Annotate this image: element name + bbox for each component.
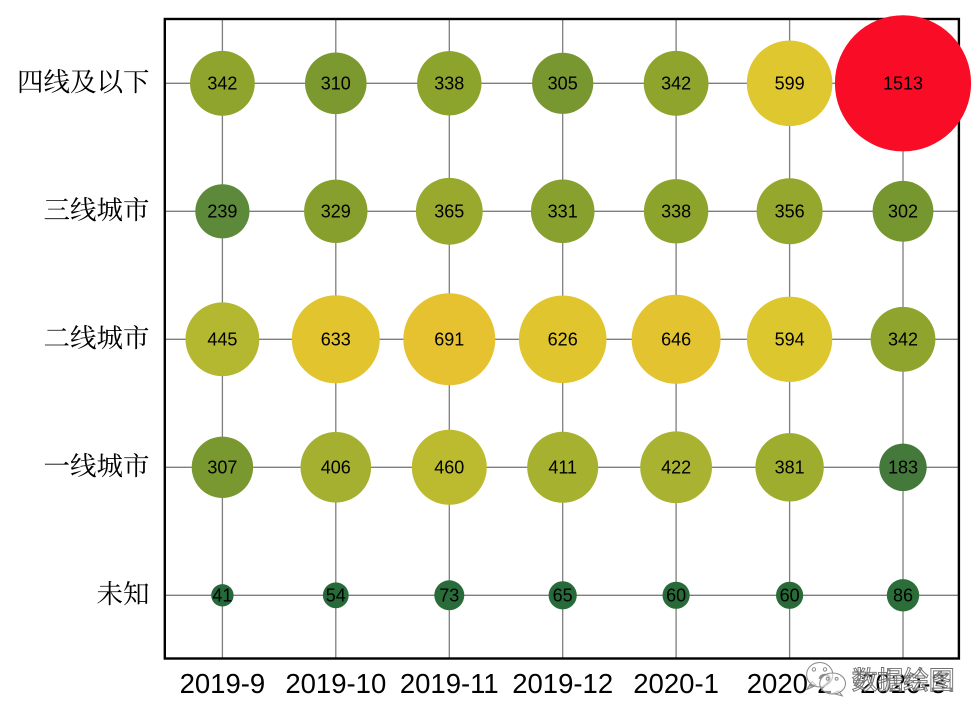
svg-text:305: 305 <box>548 74 578 94</box>
svg-text:302: 302 <box>888 202 918 222</box>
svg-text:2019-10: 2019-10 <box>285 668 386 699</box>
svg-text:646: 646 <box>661 330 691 350</box>
svg-text:365: 365 <box>434 202 464 222</box>
svg-text:342: 342 <box>661 74 691 94</box>
svg-text:183: 183 <box>888 458 918 478</box>
svg-text:356: 356 <box>775 202 805 222</box>
svg-text:422: 422 <box>661 458 691 478</box>
svg-text:239: 239 <box>207 202 237 222</box>
svg-text:73: 73 <box>439 586 459 606</box>
svg-text:307: 307 <box>207 458 237 478</box>
svg-text:342: 342 <box>888 330 918 350</box>
svg-text:381: 381 <box>775 458 805 478</box>
svg-text:65: 65 <box>553 586 573 606</box>
svg-text:329: 329 <box>321 202 351 222</box>
svg-text:445: 445 <box>207 330 237 350</box>
svg-text:331: 331 <box>548 202 578 222</box>
svg-text:691: 691 <box>434 330 464 350</box>
svg-text:86: 86 <box>893 586 913 606</box>
svg-text:60: 60 <box>780 586 800 606</box>
svg-text:2019-12: 2019-12 <box>512 668 613 699</box>
svg-text:338: 338 <box>434 74 464 94</box>
svg-text:599: 599 <box>775 74 805 94</box>
svg-text:2019-9: 2019-9 <box>180 668 266 699</box>
svg-text:342: 342 <box>207 74 237 94</box>
svg-text:2019-11: 2019-11 <box>400 668 499 699</box>
svg-text:54: 54 <box>326 586 346 606</box>
svg-text:411: 411 <box>548 458 577 478</box>
svg-text:406: 406 <box>321 458 351 478</box>
svg-text:1513: 1513 <box>883 74 923 94</box>
svg-text:338: 338 <box>661 202 691 222</box>
svg-text:60: 60 <box>666 586 686 606</box>
svg-text:626: 626 <box>548 330 578 350</box>
svg-text:460: 460 <box>434 458 464 478</box>
svg-text:41: 41 <box>212 586 232 606</box>
svg-text:594: 594 <box>775 330 805 350</box>
svg-text:310: 310 <box>321 74 351 94</box>
svg-text:2020-1: 2020-1 <box>633 668 719 699</box>
svg-text:633: 633 <box>321 330 351 350</box>
